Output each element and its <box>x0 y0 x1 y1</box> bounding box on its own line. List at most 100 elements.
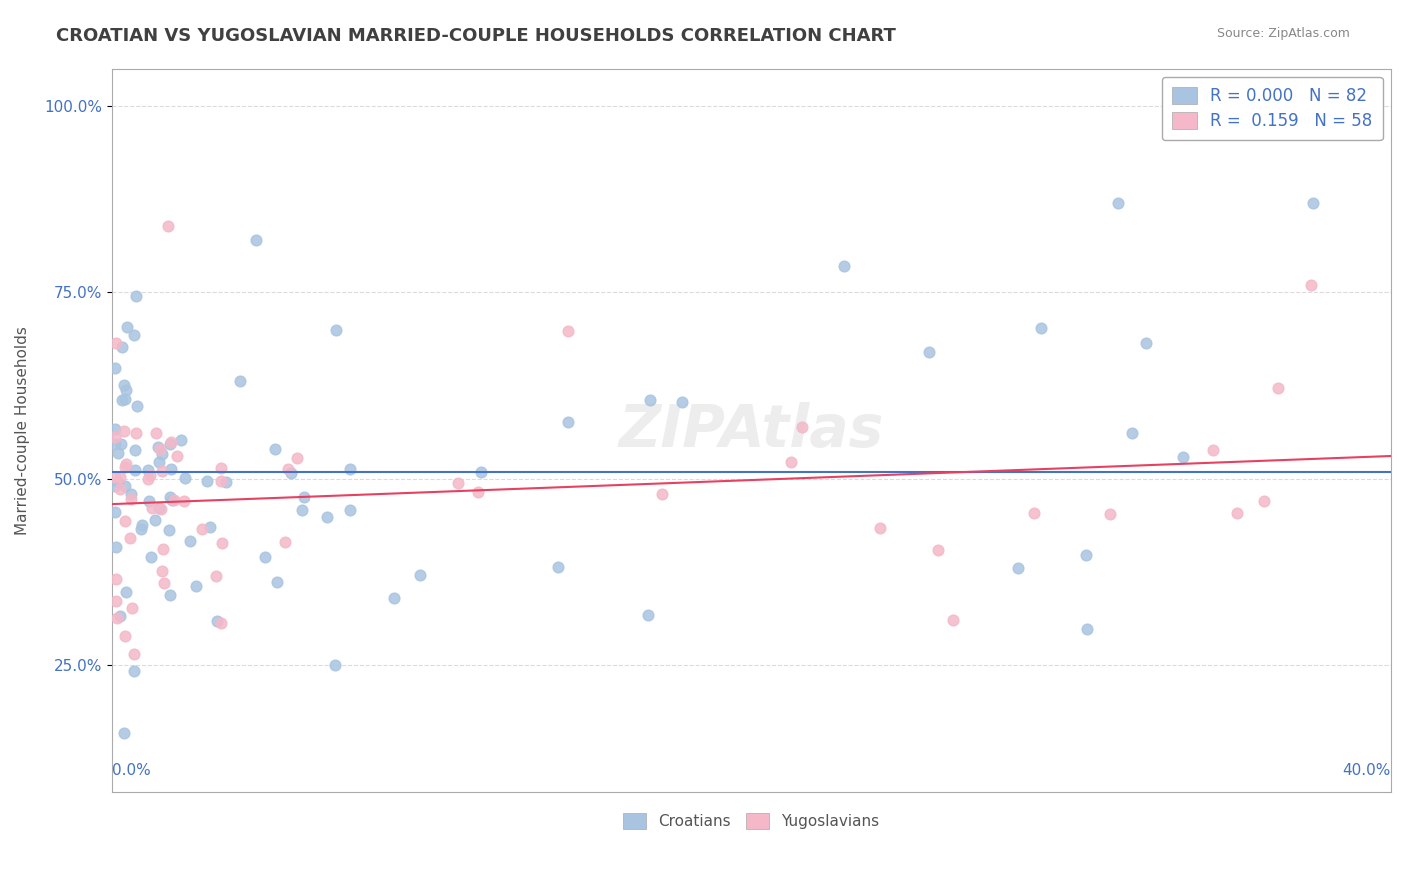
Point <box>382 591 405 605</box>
Point <box>339 462 361 476</box>
Point <box>152 542 174 557</box>
Point <box>280 466 302 480</box>
Point <box>291 503 314 517</box>
Point <box>112 424 135 438</box>
Point <box>170 433 193 447</box>
Point <box>1302 195 1324 210</box>
Point <box>114 459 136 474</box>
Point <box>104 436 127 450</box>
Point <box>557 415 579 429</box>
Point <box>110 437 132 451</box>
Point <box>160 434 183 449</box>
Point <box>114 479 136 493</box>
Point <box>209 474 232 488</box>
Point <box>191 522 214 536</box>
Point <box>104 430 127 444</box>
Point <box>160 493 183 508</box>
Point <box>149 502 172 516</box>
Point <box>124 442 146 457</box>
Point <box>114 628 136 642</box>
Point <box>245 233 267 247</box>
Point <box>124 426 146 441</box>
Point <box>138 494 160 508</box>
Point <box>229 375 252 389</box>
Point <box>124 463 146 477</box>
Point <box>136 463 159 477</box>
Point <box>157 523 180 537</box>
Point <box>1171 450 1194 464</box>
Point <box>141 500 163 515</box>
Point <box>1076 622 1098 636</box>
Point <box>1074 548 1097 562</box>
Point <box>148 500 170 515</box>
Point <box>150 464 173 478</box>
Point <box>942 613 965 627</box>
Point <box>195 475 218 489</box>
Point <box>146 440 169 454</box>
Text: 0.0%: 0.0% <box>111 763 150 778</box>
Point <box>638 392 661 407</box>
Point <box>1202 442 1225 457</box>
Point <box>1022 506 1045 520</box>
Point <box>277 461 299 475</box>
Point <box>323 657 346 672</box>
Point <box>174 471 197 485</box>
Point <box>1099 507 1122 521</box>
Point <box>166 449 188 463</box>
Point <box>211 536 233 550</box>
Point <box>115 457 138 471</box>
Point <box>198 520 221 534</box>
Point <box>447 475 470 490</box>
Point <box>107 446 129 460</box>
Point <box>1107 195 1129 210</box>
Point <box>108 482 131 496</box>
Point <box>153 576 176 591</box>
Point <box>112 377 135 392</box>
Point <box>145 425 167 440</box>
Point <box>143 512 166 526</box>
Point <box>1299 277 1322 292</box>
Point <box>114 392 136 406</box>
Point <box>131 518 153 533</box>
Point <box>104 360 127 375</box>
Point <box>139 468 162 483</box>
Point <box>918 345 941 359</box>
Point <box>104 505 127 519</box>
Point <box>209 615 232 630</box>
Point <box>150 447 173 461</box>
Point <box>1253 494 1275 508</box>
Point <box>105 572 128 586</box>
Point <box>125 399 148 413</box>
Point <box>120 532 142 546</box>
Point <box>651 487 673 501</box>
Point <box>104 479 127 493</box>
Point <box>790 420 813 434</box>
Point <box>215 475 238 490</box>
Text: CROATIAN VS YUGOSLAVIAN MARRIED-COUPLE HOUSEHOLDS CORRELATION CHART: CROATIAN VS YUGOSLAVIAN MARRIED-COUPLE H… <box>56 27 896 45</box>
Point <box>557 324 579 338</box>
Point <box>274 534 297 549</box>
Y-axis label: Married-couple Households: Married-couple Households <box>15 326 30 534</box>
Point <box>266 574 288 589</box>
Point <box>122 665 145 679</box>
Point <box>834 260 856 274</box>
Point <box>1029 321 1052 335</box>
Point <box>107 475 129 489</box>
Point <box>409 567 432 582</box>
Point <box>927 543 949 558</box>
Point <box>263 442 285 457</box>
Point <box>470 465 492 479</box>
Text: ZIPAtlas: ZIPAtlas <box>619 401 884 458</box>
Point <box>1226 506 1249 520</box>
Point <box>105 336 128 351</box>
Point <box>115 383 138 397</box>
Point <box>121 600 143 615</box>
Point <box>285 451 308 466</box>
Point <box>105 611 128 625</box>
Text: Source: ZipAtlas.com: Source: ZipAtlas.com <box>1216 27 1350 40</box>
Point <box>325 323 347 337</box>
Point <box>124 289 146 303</box>
Point <box>104 540 127 554</box>
Point <box>122 647 145 661</box>
Point <box>173 493 195 508</box>
